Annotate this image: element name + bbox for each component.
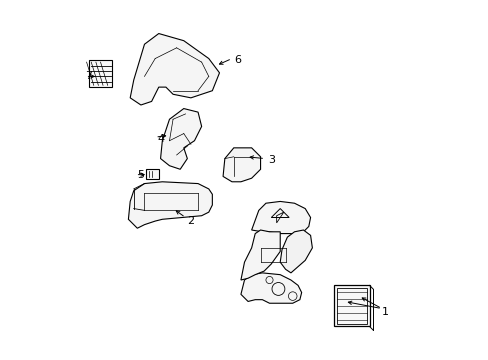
Polygon shape [280, 230, 312, 273]
Polygon shape [223, 148, 260, 182]
Polygon shape [333, 285, 369, 327]
Polygon shape [251, 202, 310, 234]
Text: 4: 4 [157, 134, 164, 144]
Polygon shape [89, 60, 112, 87]
Polygon shape [241, 230, 280, 280]
Text: 2: 2 [187, 216, 194, 226]
Polygon shape [130, 33, 219, 105]
Text: 5: 5 [137, 170, 144, 180]
Text: 3: 3 [267, 156, 274, 165]
Text: 7: 7 [85, 71, 92, 81]
Polygon shape [160, 109, 201, 169]
Polygon shape [146, 169, 159, 179]
Text: 1: 1 [381, 307, 388, 317]
Polygon shape [128, 182, 212, 228]
Polygon shape [241, 273, 301, 303]
Text: 6: 6 [233, 55, 240, 65]
